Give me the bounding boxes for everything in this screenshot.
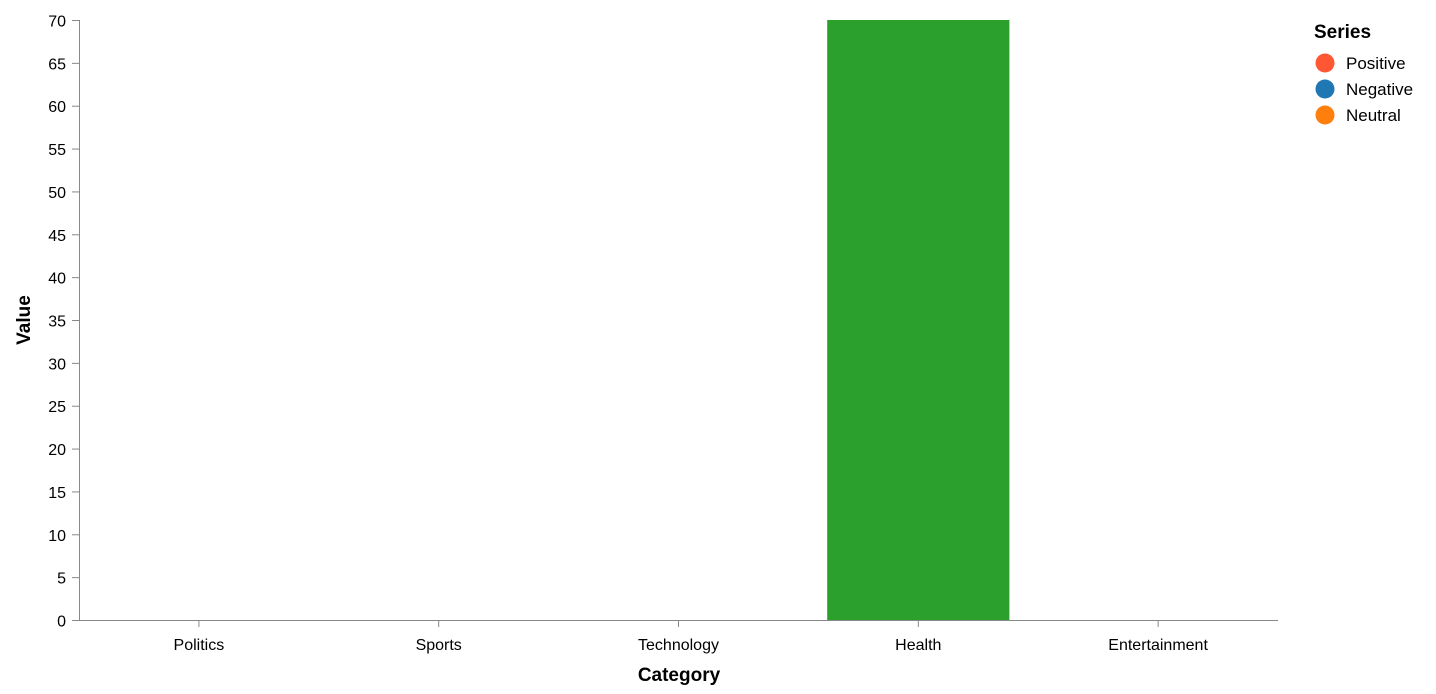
x-axis-title: Category [638, 665, 721, 686]
x-tick-label-health: Health [895, 637, 941, 654]
y-tick-label: 30 [48, 356, 66, 373]
y-tick-label: 50 [48, 185, 66, 202]
y-tick-label: 55 [48, 142, 66, 159]
x-tick-label-sports: Sports [416, 637, 462, 654]
legend: Series Positive Negative Neutral [1314, 22, 1413, 125]
y-tick-label: 5 [57, 571, 66, 588]
y-tick-label: 60 [48, 99, 66, 116]
bar-health-series-3 [827, 20, 1010, 620]
legend-swatch-positive [1315, 53, 1335, 73]
x-tick-label-entertainment: Entertainment [1108, 637, 1208, 654]
legend-swatch-neutral [1315, 105, 1335, 125]
y-tick-label: 20 [48, 442, 66, 459]
plot-area [827, 20, 1010, 620]
legend-label-negative: Negative [1346, 80, 1413, 99]
y-tick-label: 35 [48, 314, 66, 331]
legend-label-neutral: Neutral [1346, 106, 1401, 125]
y-tick-label: 10 [48, 528, 66, 545]
y-tick-label: 65 [48, 56, 66, 73]
x-tick-label-politics: Politics [174, 637, 225, 654]
y-tick-label: 0 [57, 614, 66, 631]
y-tick-label: 45 [48, 228, 66, 245]
legend-label-positive: Positive [1346, 54, 1406, 73]
y-tick-label: 70 [48, 14, 66, 31]
legend-title: Series [1314, 22, 1371, 43]
y-tick-label: 25 [48, 399, 66, 416]
y-axis: 0 5 10 15 20 25 30 35 40 45 50 55 60 65 70 [48, 14, 80, 631]
y-axis-title: Value [14, 295, 35, 345]
legend-swatch-negative [1315, 79, 1335, 99]
x-tick-label-technology: Technology [638, 637, 719, 654]
x-axis: Politics Sports Technology Health Entertainm… [79, 620, 1278, 654]
y-tick-label: 15 [48, 485, 66, 502]
y-tick-label: 40 [48, 271, 66, 288]
